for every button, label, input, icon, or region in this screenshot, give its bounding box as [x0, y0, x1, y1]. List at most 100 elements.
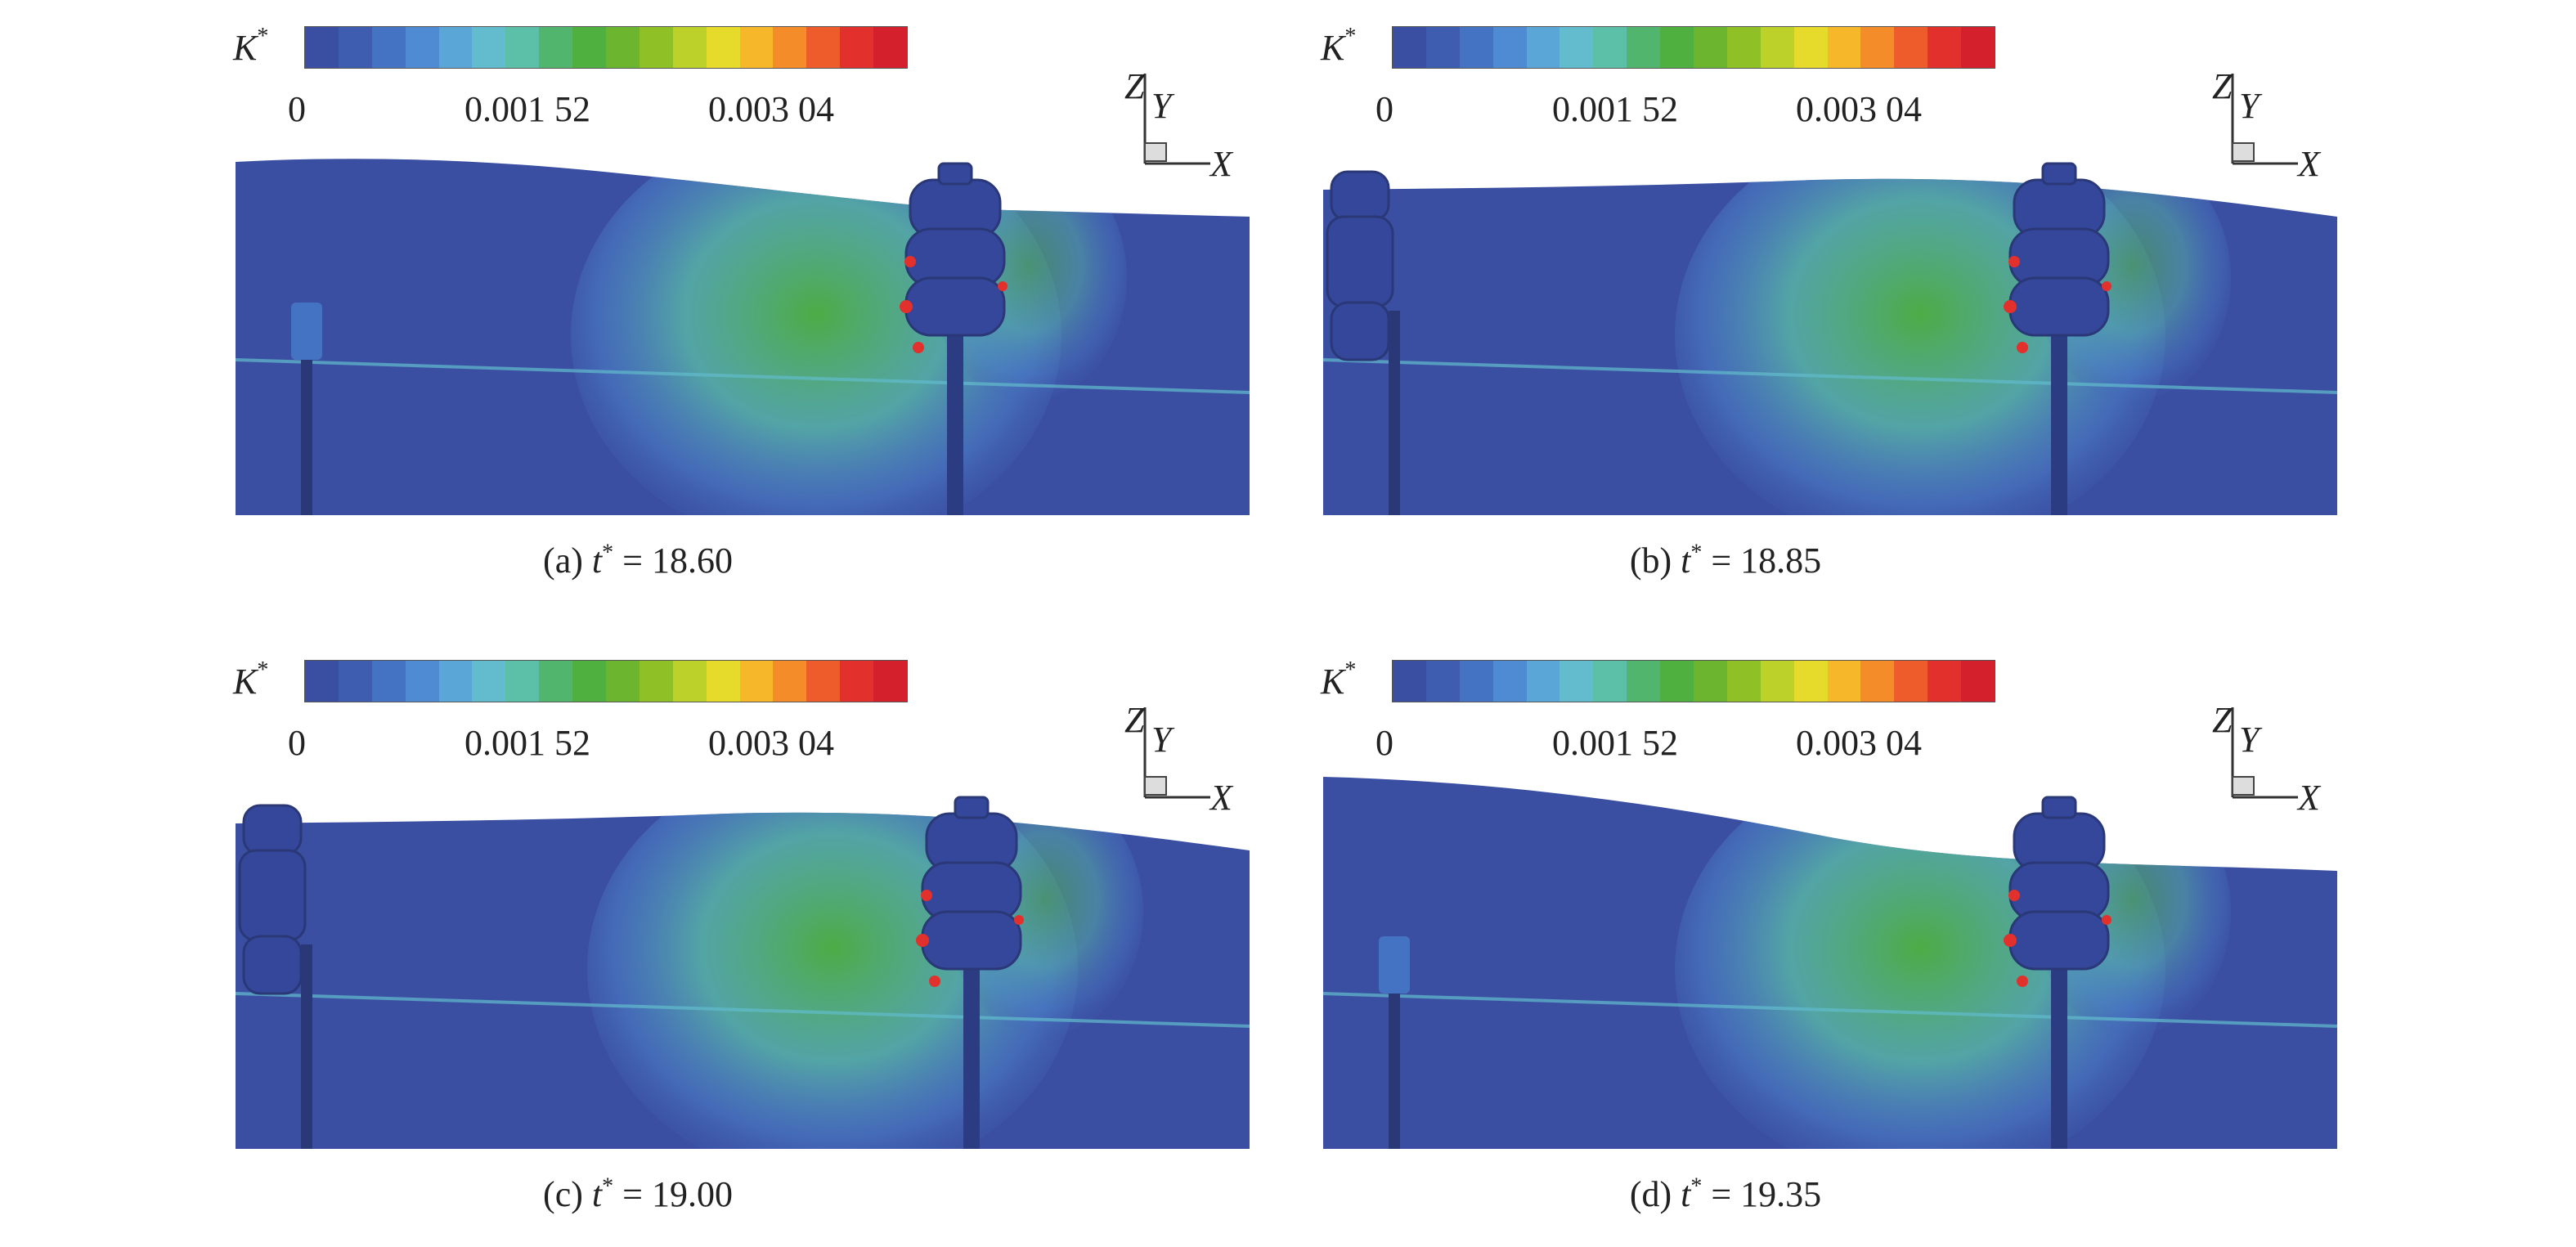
colorbar-swatch [1459, 27, 1493, 68]
axis-y-label: Y [2239, 86, 2263, 126]
colorbar-swatch [1827, 661, 1861, 702]
axis-x-label: X [2296, 778, 2322, 818]
colorbar-swatch [1793, 27, 1828, 68]
colorbar-swatch [539, 27, 573, 68]
colorbar-swatch [371, 27, 406, 68]
colorbar-swatch [639, 27, 673, 68]
colorbar-swatch [1593, 661, 1627, 702]
colorbar-swatch [1393, 27, 1426, 68]
contour-plot [236, 773, 1250, 1149]
colorbar-swatch [1492, 661, 1527, 702]
axis-z-label: Z [1124, 66, 1145, 106]
colorbar-swatch [639, 661, 673, 702]
colorbar-swatch [338, 661, 372, 702]
colorbar-swatch [1560, 27, 1594, 68]
colorbar-swatch [472, 661, 506, 702]
colorbar-swatch [840, 27, 874, 68]
colorbar-swatch [305, 27, 339, 68]
colorbar-swatch [1961, 661, 1995, 702]
colorbar-swatch [1526, 27, 1560, 68]
colorbar-swatch [1526, 661, 1560, 702]
colorbar-swatch [505, 27, 540, 68]
colorbar-swatch [606, 661, 640, 702]
colorbar-swatch [1694, 27, 1727, 68]
axis-x-label: X [2296, 144, 2322, 184]
colorbar-swatch [706, 661, 740, 702]
colorbar-swatch [672, 661, 707, 702]
contour-plot [1323, 773, 2337, 1149]
colorbar-swatch [672, 27, 707, 68]
colorbar-tick: 0.003 04 [1796, 723, 1922, 763]
colorbar-swatch [1860, 27, 1895, 68]
colorbar [1392, 660, 1995, 702]
colorbar-label: K* [1321, 24, 1357, 68]
colorbar-swatch [1492, 27, 1527, 68]
colorbar-swatch [371, 661, 406, 702]
colorbar-swatch [305, 661, 339, 702]
colorbar-swatch [1894, 27, 1928, 68]
colorbar-swatch [1793, 661, 1828, 702]
colorbar-tick: 0 [1376, 723, 1393, 763]
colorbar-swatch [505, 661, 540, 702]
colorbar-swatch [806, 661, 841, 702]
colorbar-swatch [1760, 661, 1794, 702]
colorbar-tick: 0.001 52 [1552, 89, 1678, 129]
colorbar-tick: 0.001 52 [1552, 723, 1678, 763]
colorbar-swatch [806, 27, 841, 68]
axis-x-label: X [1209, 778, 1234, 818]
colorbar-swatch [438, 661, 473, 702]
colorbar-swatch [1393, 661, 1426, 702]
colorbar-swatch [1860, 661, 1895, 702]
colorbar-swatch [1425, 661, 1460, 702]
colorbar-label: K* [233, 657, 269, 702]
colorbar-swatch [873, 661, 908, 702]
colorbar-swatch [338, 27, 372, 68]
colorbar-swatch [1660, 661, 1694, 702]
colorbar-swatch [472, 27, 506, 68]
colorbar-tick: 0.003 04 [1796, 89, 1922, 129]
colorbar-tick: 0 [1376, 89, 1393, 129]
colorbar [304, 26, 908, 69]
colorbar-tick: 0.003 04 [708, 89, 834, 129]
panel-caption: (b) t* = 18.85 [1629, 540, 1822, 581]
colorbar-tick: 0.003 04 [708, 723, 834, 763]
colorbar-swatch [1560, 661, 1594, 702]
panel-caption: (a) t* = 18.60 [543, 540, 733, 581]
colorbar-swatch [405, 661, 439, 702]
colorbar-tick: 0.001 52 [464, 723, 590, 763]
colorbar-swatch [1660, 27, 1694, 68]
colorbar-swatch [1627, 27, 1661, 68]
colorbar-swatch [606, 27, 640, 68]
colorbar-swatch [1627, 661, 1661, 702]
colorbar-swatch [1928, 27, 1962, 68]
colorbar-label: K* [233, 24, 269, 68]
colorbar-swatch [773, 661, 807, 702]
panel-caption: (d) t* = 19.35 [1629, 1173, 1822, 1214]
colorbar-swatch [1961, 27, 1995, 68]
colorbar-swatch [706, 27, 740, 68]
colorbar-swatch [773, 27, 807, 68]
colorbar-swatch [873, 27, 908, 68]
contour-plot [236, 139, 1250, 515]
colorbar-tick: 0.001 52 [464, 89, 590, 129]
axis-z-label: Z [2212, 700, 2233, 740]
colorbar-swatch [1459, 661, 1493, 702]
colorbar-swatch [1425, 27, 1460, 68]
axis-y-label: Y [1151, 86, 1175, 126]
axis-y-label: Y [2239, 720, 2263, 760]
colorbar-swatch [438, 27, 473, 68]
colorbar-tick: 0 [288, 89, 306, 129]
colorbar-label: K* [1321, 657, 1357, 702]
colorbar-swatch [739, 27, 774, 68]
colorbar-swatch [1593, 27, 1627, 68]
colorbar-swatch [1726, 27, 1761, 68]
axis-x-label: X [1209, 144, 1234, 184]
axis-y-label: Y [1151, 720, 1175, 760]
colorbar-swatch [739, 661, 774, 702]
